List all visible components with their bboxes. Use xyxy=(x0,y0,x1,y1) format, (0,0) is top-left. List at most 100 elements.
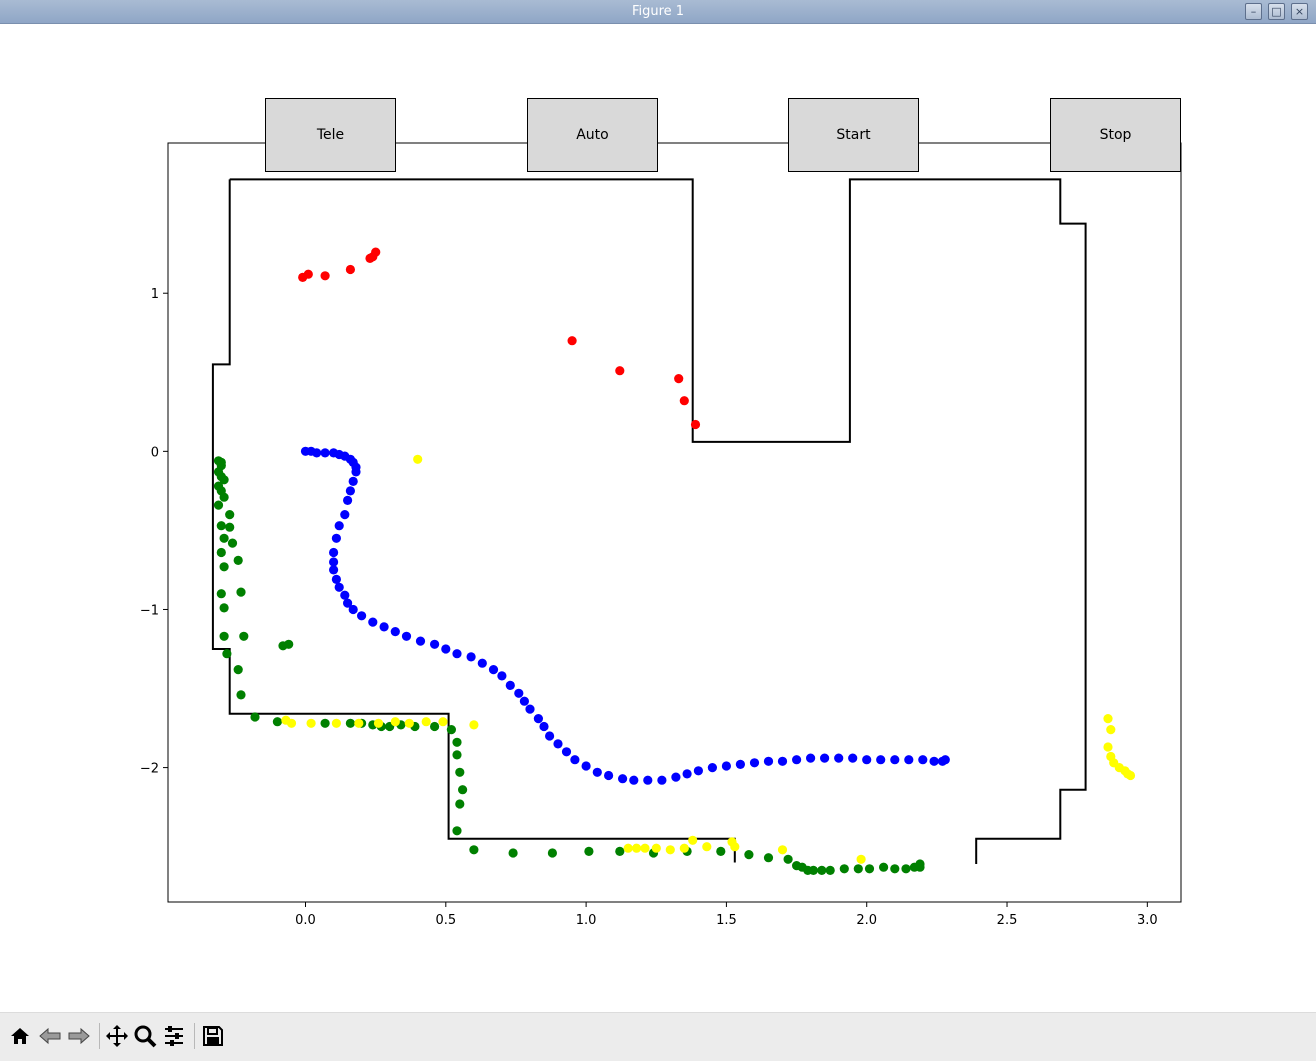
data-point xyxy=(657,775,667,785)
data-point xyxy=(1106,725,1116,735)
data-point xyxy=(1125,770,1136,781)
data-point xyxy=(329,557,339,567)
data-point xyxy=(455,767,465,777)
data-point xyxy=(455,799,465,809)
data-point xyxy=(357,611,367,621)
data-point xyxy=(219,475,229,485)
data-point xyxy=(348,476,358,486)
data-point xyxy=(682,769,692,779)
data-point xyxy=(303,269,313,279)
data-point xyxy=(222,649,232,659)
data-point xyxy=(331,533,341,543)
close-icon[interactable]: × xyxy=(1291,3,1308,20)
back-arrow-icon[interactable] xyxy=(37,1023,63,1049)
data-point xyxy=(561,747,572,757)
data-point xyxy=(640,843,650,853)
start-button[interactable]: Start xyxy=(788,98,919,172)
data-point xyxy=(390,627,400,637)
data-point xyxy=(345,486,355,496)
data-point xyxy=(371,247,381,257)
pan-icon[interactable] xyxy=(104,1023,130,1049)
data-point xyxy=(702,842,712,852)
data-point xyxy=(890,755,900,765)
data-point xyxy=(421,717,431,727)
data-point xyxy=(441,644,451,654)
data-point xyxy=(233,665,243,675)
x-tick-label: 0.0 xyxy=(295,913,316,928)
data-point xyxy=(213,500,224,510)
data-point xyxy=(545,731,555,741)
stop-button[interactable]: Stop xyxy=(1050,98,1181,172)
window-titlebar: Figure 1 – □ × xyxy=(0,0,1316,24)
data-point xyxy=(514,688,524,698)
data-point xyxy=(1103,714,1113,724)
data-point xyxy=(236,587,246,597)
x-tick-label: 3.0 xyxy=(1137,913,1158,928)
data-point xyxy=(219,631,229,641)
data-point xyxy=(671,772,681,782)
data-point xyxy=(825,865,835,876)
data-point xyxy=(469,720,479,730)
data-point xyxy=(329,565,339,575)
data-point xyxy=(216,521,226,531)
y-tick-label: 1 xyxy=(151,287,159,302)
home-icon[interactable] xyxy=(7,1023,33,1049)
x-tick-label: 0.5 xyxy=(435,913,456,928)
data-point xyxy=(469,845,479,855)
data-point xyxy=(904,755,914,765)
data-point xyxy=(286,718,297,728)
data-point xyxy=(749,758,760,768)
save-icon[interactable] xyxy=(200,1023,226,1049)
data-point xyxy=(839,864,849,874)
data-point xyxy=(716,846,726,857)
maximize-icon[interactable]: □ xyxy=(1268,3,1285,20)
data-point xyxy=(452,649,462,659)
map-wall-line xyxy=(211,179,736,863)
x-tick-label: 2.0 xyxy=(856,913,877,928)
tele-button[interactable]: Tele xyxy=(265,98,396,172)
data-point xyxy=(853,864,863,874)
toolbar-separator xyxy=(194,1023,195,1049)
forward-arrow-icon[interactable] xyxy=(66,1023,92,1049)
zoom-icon[interactable] xyxy=(132,1023,158,1049)
configure-subplots-icon[interactable] xyxy=(161,1023,187,1049)
chart[interactable]: 0.0 0.5 1.0 1.5 2.0 2.5 3.0 1 0 −1 −2 xyxy=(2,24,1314,1012)
data-point xyxy=(519,696,530,706)
data-point xyxy=(340,590,350,600)
data-point xyxy=(792,755,802,765)
data-point xyxy=(730,842,740,852)
data-point xyxy=(343,495,353,505)
data-point xyxy=(430,721,440,732)
minimize-icon[interactable]: – xyxy=(1245,3,1262,20)
data-point xyxy=(334,521,344,531)
window-title: Figure 1 xyxy=(631,4,685,19)
data-point xyxy=(763,853,774,863)
data-point xyxy=(345,718,355,728)
data-point xyxy=(351,467,361,477)
data-point xyxy=(918,755,928,765)
data-point xyxy=(415,636,426,646)
data-point xyxy=(525,704,535,714)
data-point xyxy=(390,717,400,727)
data-point xyxy=(763,756,774,766)
data-point xyxy=(707,763,718,773)
data-point xyxy=(744,850,754,860)
y-tick-label: −2 xyxy=(140,762,159,777)
data-point xyxy=(368,617,378,627)
data-point xyxy=(618,774,628,784)
data-point xyxy=(239,631,249,641)
data-point xyxy=(721,761,732,771)
data-point xyxy=(312,448,322,458)
data-point xyxy=(340,510,350,520)
data-point xyxy=(679,396,689,406)
data-point xyxy=(679,843,689,853)
data-point xyxy=(488,665,499,675)
auto-button[interactable]: Auto xyxy=(527,98,658,172)
data-point xyxy=(334,582,344,592)
figure-canvas[interactable]: 0.0 0.5 1.0 1.5 2.0 2.5 3.0 1 0 −1 −2 xyxy=(2,24,1314,1012)
data-point xyxy=(651,843,661,853)
data-point xyxy=(632,843,642,853)
data-point xyxy=(581,761,591,771)
data-point xyxy=(508,848,518,858)
data-point xyxy=(438,717,448,727)
